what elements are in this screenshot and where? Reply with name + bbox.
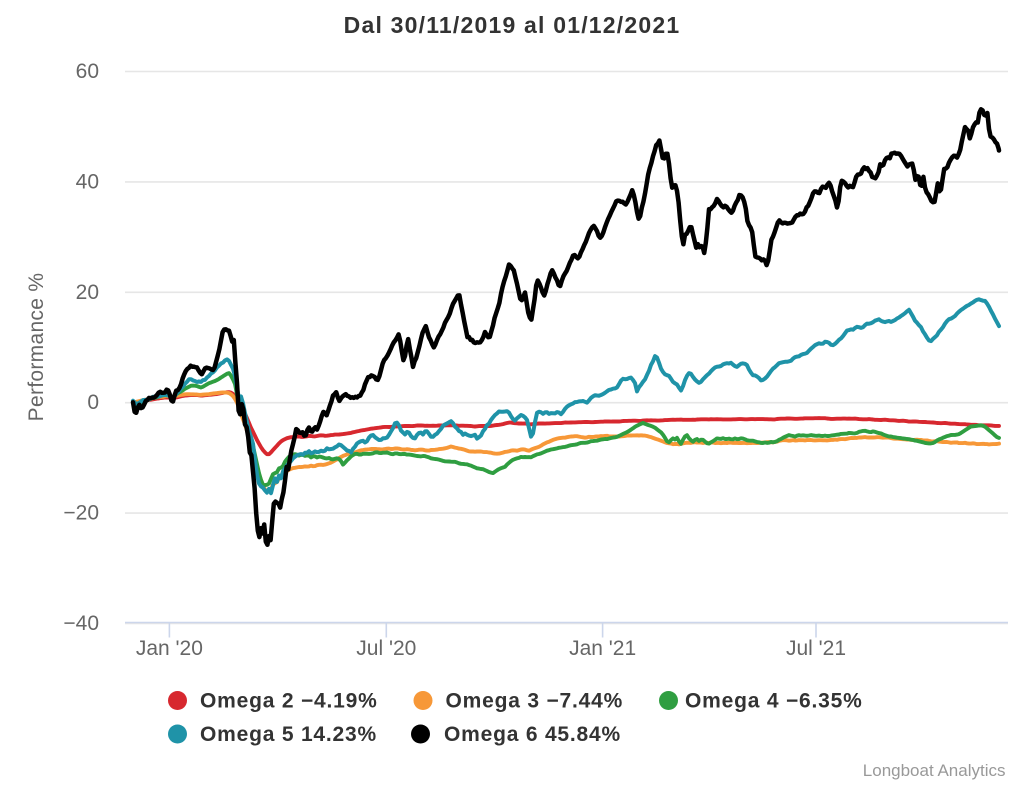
- svg-text:40: 40: [76, 170, 99, 193]
- svg-text:0: 0: [87, 391, 99, 414]
- svg-text:60: 60: [76, 60, 99, 83]
- svg-text:Jan '20: Jan '20: [136, 637, 203, 660]
- svg-text:Jan '21: Jan '21: [569, 637, 636, 660]
- svg-text:Performance %: Performance %: [25, 273, 48, 422]
- svg-text:Jul '21: Jul '21: [786, 637, 846, 660]
- svg-text:Omega 5 14.23%: Omega 5 14.23%: [200, 723, 377, 746]
- svg-text:20: 20: [76, 281, 99, 304]
- svg-text:Dal 30/11/2019 al 01/12/2021: Dal 30/11/2019 al 01/12/2021: [344, 12, 681, 38]
- svg-text:−40: −40: [63, 612, 99, 635]
- svg-text:Omega 4 −6.35%: Omega 4 −6.35%: [685, 690, 863, 713]
- svg-text:Omega 2 −4.19%: Omega 2 −4.19%: [200, 690, 378, 713]
- svg-text:Longboat Analytics: Longboat Analytics: [863, 761, 1006, 780]
- svg-text:−20: −20: [63, 502, 99, 525]
- svg-text:Omega 6 45.84%: Omega 6 45.84%: [444, 723, 621, 746]
- svg-text:Omega 3 −7.44%: Omega 3 −7.44%: [446, 690, 624, 713]
- svg-text:Jul '20: Jul '20: [356, 637, 416, 660]
